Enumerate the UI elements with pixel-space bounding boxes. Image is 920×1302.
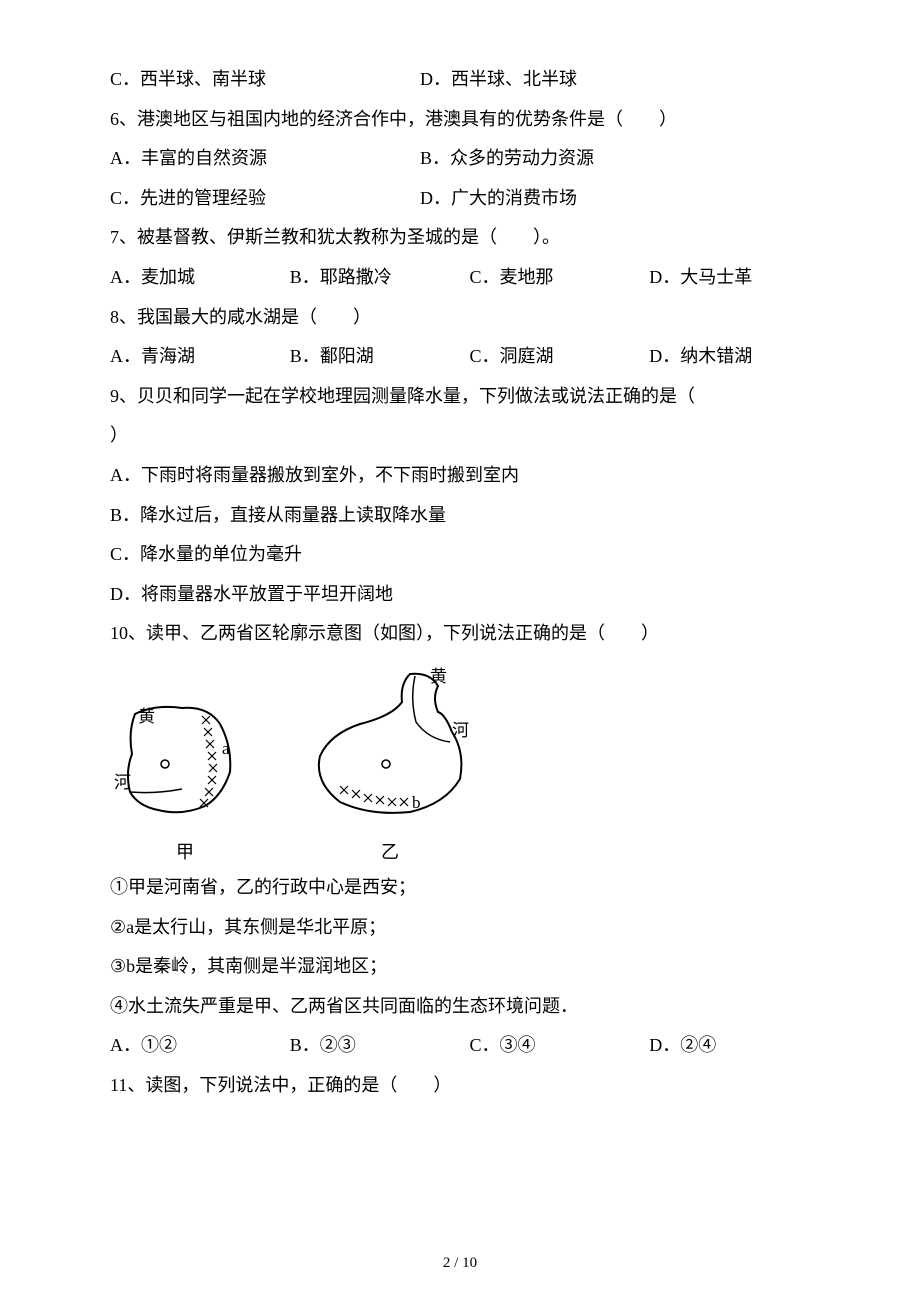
q8-option-b: B．鄱阳湖 [290,337,470,377]
q9-option-b: B．降水过后，直接从雨量器上读取降水量 [110,496,810,536]
yi-caption: 乙 [381,838,399,864]
q9-stem-1: 9、贝贝和同学一起在学校地理园测量降水量，下列做法或说法正确的是（ [110,377,810,417]
q10-option-a: A．①② [110,1026,290,1066]
q9-option-c: C．降水量的单位为毫升 [110,535,810,575]
jia-a-label: a [222,739,230,758]
q6-stem: 6、港澳地区与祖国内地的经济合作中，港澳具有的优势条件是（ ） [110,100,810,140]
q7-options: A．麦加城 B．耶路撒冷 C．麦地那 D．大马士革 [110,258,810,298]
q8-option-c: C．洞庭湖 [469,337,649,377]
q8-option-a: A．青海湖 [110,337,290,377]
jia-he-label: 河 [114,773,131,792]
yi-huang-label: 黄 [430,667,447,686]
q6-option-a: A．丰富的自然资源 [110,139,420,179]
q10-s4: ④水土流失严重是甲、乙两省区共同面临的生态环境问题． [110,987,810,1027]
map-jia-icon: 黄 河 a [110,684,260,834]
q6-options-cd: C．先进的管理经验 D．广大的消费市场 [110,179,810,219]
q8-options: A．青海湖 B．鄱阳湖 C．洞庭湖 D．纳木错湖 [110,337,810,377]
q8-option-d: D．纳木错湖 [649,337,810,377]
q6-option-b: B．众多的劳动力资源 [420,139,730,179]
q10-options: A．①② B．②③ C．③④ D．②④ [110,1026,810,1066]
page-number: 2 / 10 [0,1255,920,1272]
q7-option-a: A．麦加城 [110,258,290,298]
q9-option-a: A．下雨时将雨量器搬放到室外，不下雨时搬到室内 [110,456,810,496]
q10-stem: 10、读甲、乙两省区轮廓示意图（如图），下列说法正确的是（ ） [110,614,810,654]
q10-figure-row: 黄 河 a 甲 黄 河 b 乙 [110,664,810,864]
yi-he-label: 河 [452,721,469,740]
q9-stem-2: ） [110,416,810,456]
q5-option-d: D．西半球、北半球 [420,60,730,100]
q7-stem: 7、被基督教、伊斯兰教和犹太教称为圣城的是（ ）。 [110,218,810,258]
q10-figure-yi: 黄 河 b 乙 [300,664,480,864]
map-yi-icon: 黄 河 b [300,664,480,834]
q7-option-b: B．耶路撒冷 [290,258,470,298]
q7-option-d: D．大马士革 [649,258,810,298]
q5-options-cd: C．西半球、南半球 D．西半球、北半球 [110,60,810,100]
q6-option-c: C．先进的管理经验 [110,179,420,219]
q7-option-c: C．麦地那 [469,258,649,298]
q10-s2: ②a是太行山，其东侧是华北平原； [110,908,810,948]
q5-option-c: C．西半球、南半球 [110,60,420,100]
q6-options-ab: A．丰富的自然资源 B．众多的劳动力资源 [110,139,810,179]
yi-b-label: b [412,793,421,812]
q11-stem: 11、读图，下列说法中，正确的是（ ） [110,1066,810,1106]
q9-option-d: D．将雨量器水平放置于平坦开阔地 [110,575,810,615]
q10-option-c: C．③④ [469,1026,649,1066]
q10-s3: ③b是秦岭，其南侧是半湿润地区； [110,947,810,987]
q8-stem: 8、我国最大的咸水湖是（ ） [110,298,810,338]
q10-option-d: D．②④ [649,1026,810,1066]
q10-s1: ①甲是河南省，乙的行政中心是西安； [110,868,810,908]
q10-option-b: B．②③ [290,1026,470,1066]
q10-figure-jia: 黄 河 a 甲 [110,684,260,864]
jia-caption: 甲 [176,838,194,864]
q6-option-d: D．广大的消费市场 [420,179,730,219]
jia-huang-label: 黄 [138,707,155,726]
